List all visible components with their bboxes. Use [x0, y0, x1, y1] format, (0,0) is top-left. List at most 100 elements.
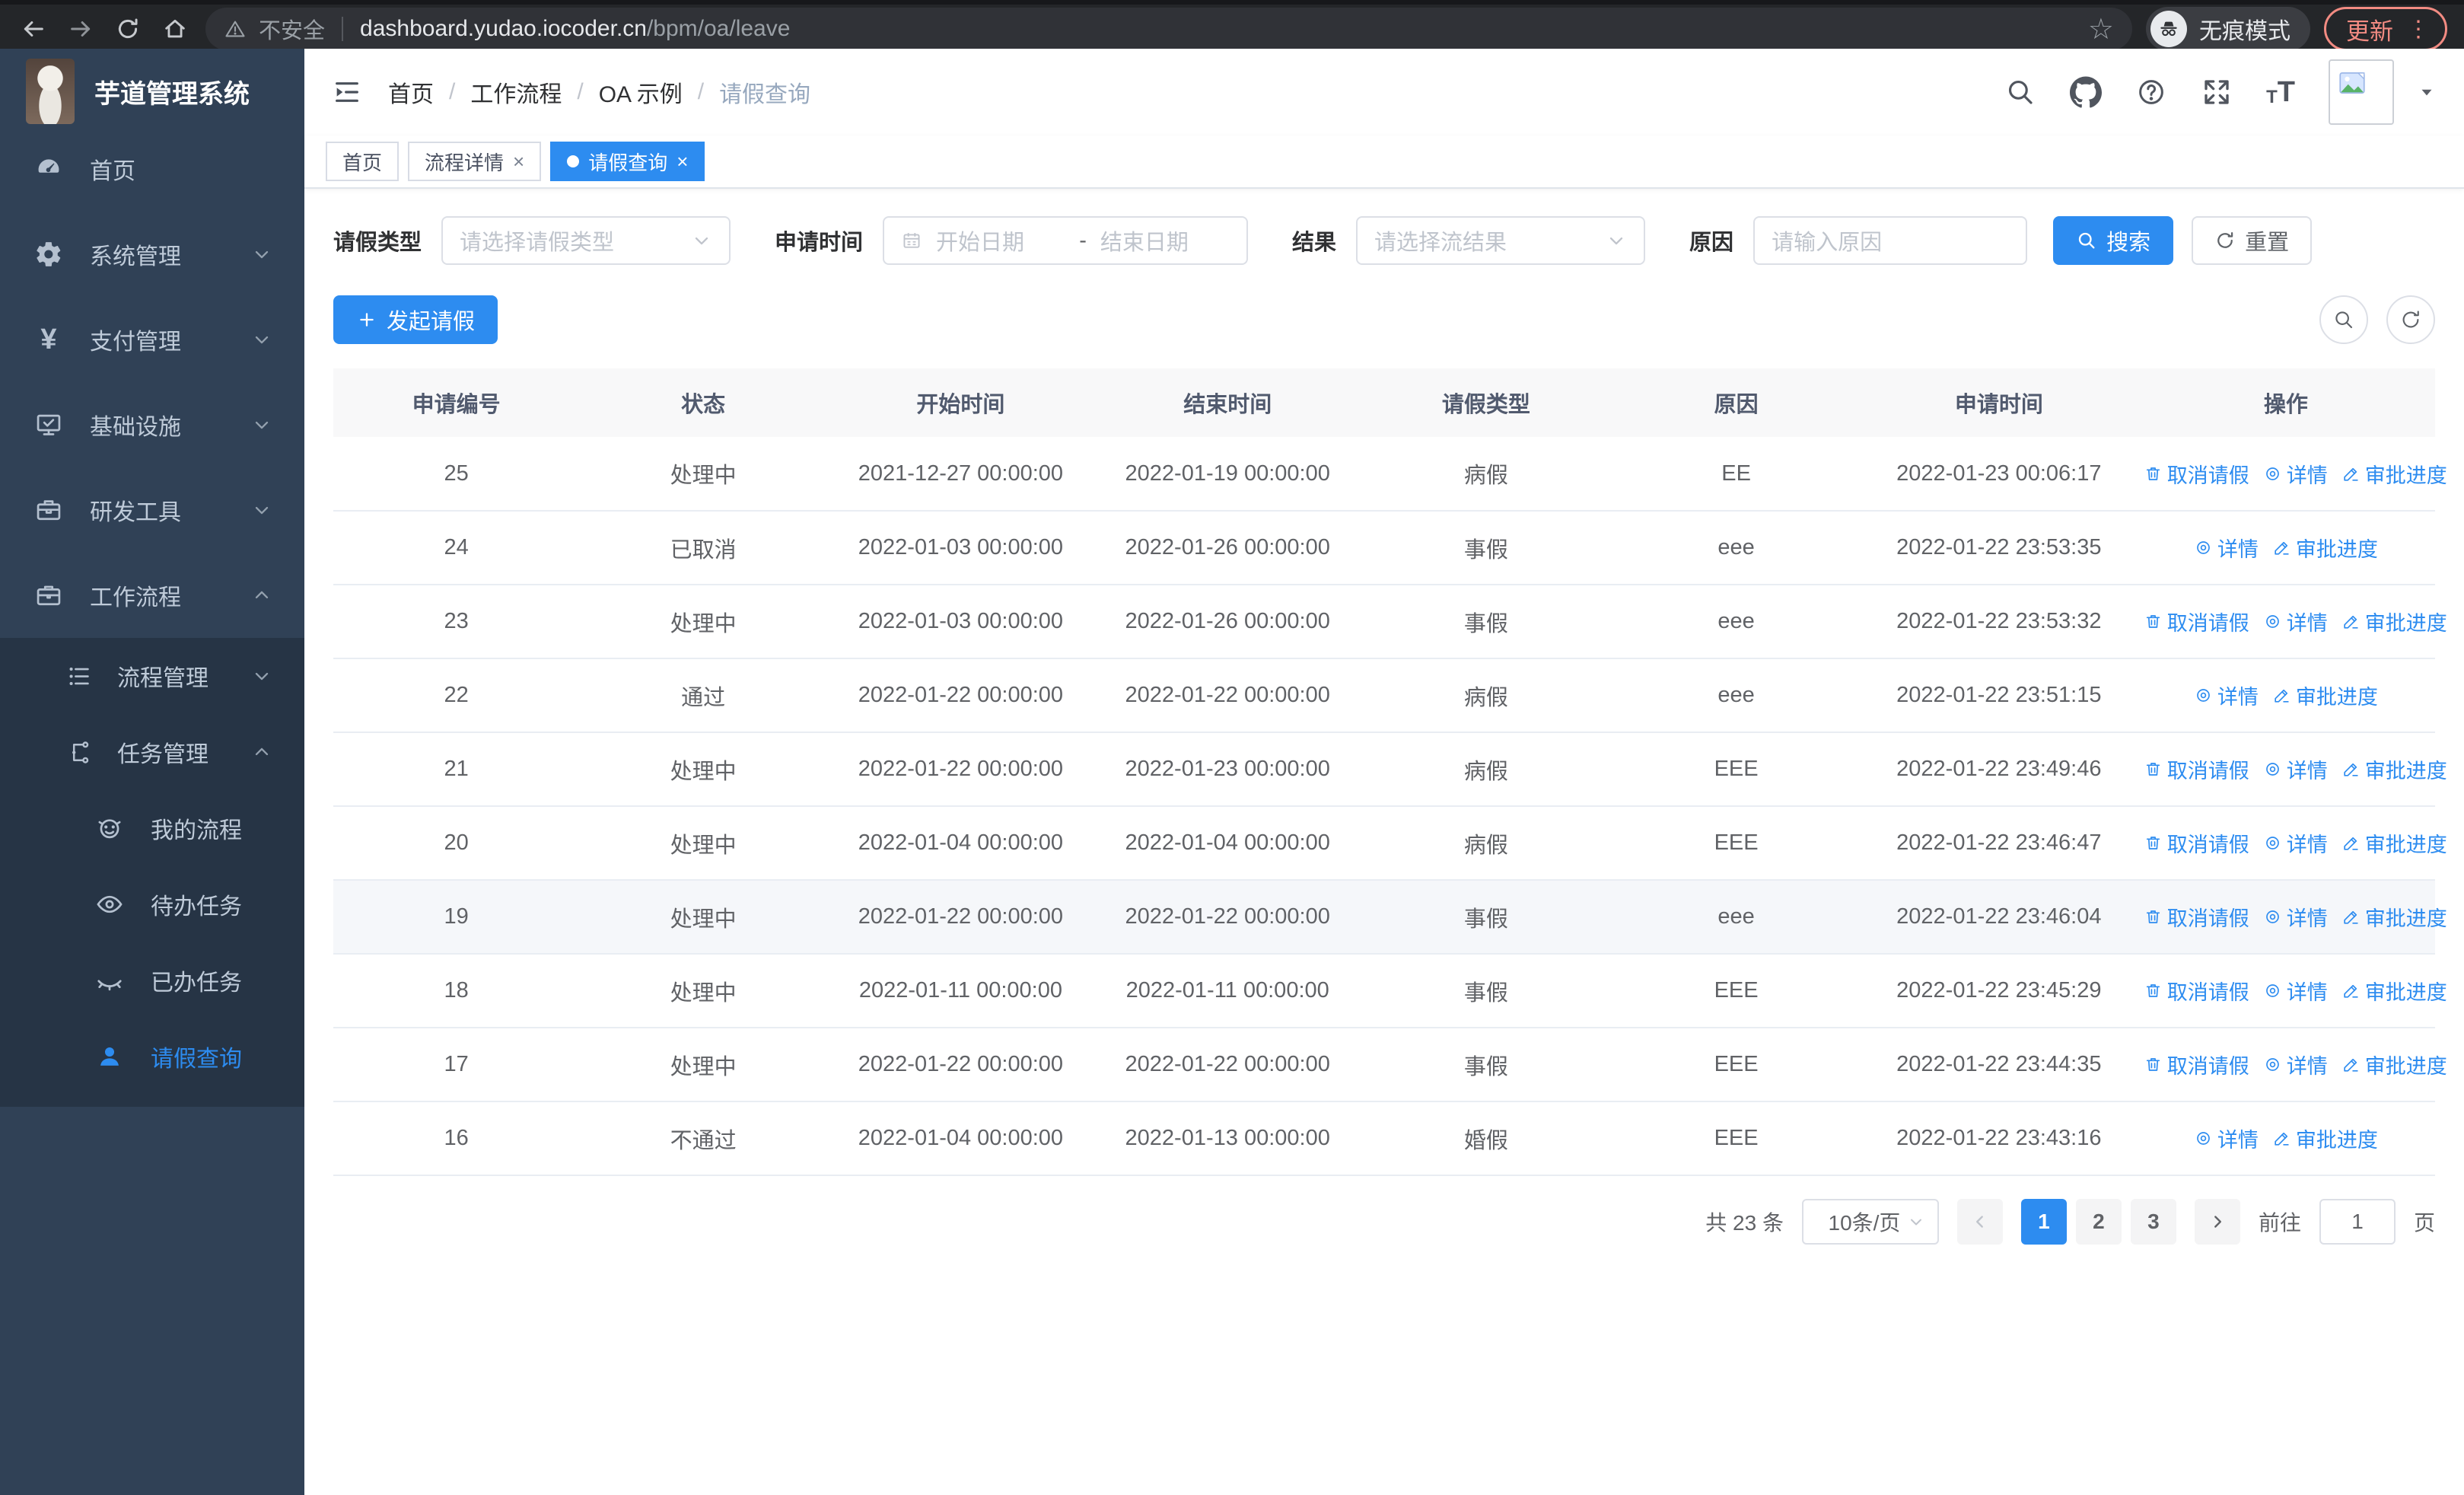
- page-button-1[interactable]: 1: [2020, 1199, 2067, 1245]
- action-detail-link[interactable]: 详情: [2194, 681, 2259, 710]
- forward-icon[interactable]: [64, 12, 97, 46]
- action-detail-link[interactable]: 详情: [2263, 459, 2328, 489]
- home-icon[interactable]: [158, 12, 192, 46]
- collapse-sidebar-icon[interactable]: [332, 77, 362, 107]
- reset-button[interactable]: 重置: [2192, 216, 2313, 265]
- search-icon[interactable]: [2004, 76, 2036, 108]
- action-detail-link[interactable]: 详情: [2263, 828, 2328, 858]
- cell-id: 18: [333, 954, 580, 1028]
- action-progress-link[interactable]: 审批进度: [2341, 976, 2447, 1006]
- action-progress-link[interactable]: 审批进度: [2341, 459, 2447, 489]
- help-icon[interactable]: [2135, 76, 2167, 108]
- close-icon[interactable]: ×: [513, 149, 525, 173]
- action-label: 详情: [2286, 760, 2328, 783]
- address-bar[interactable]: 不安全 dashboard.yudao.iocoder.cn/bpm/oa/le…: [205, 8, 2132, 50]
- next-page-button[interactable]: [2194, 1199, 2240, 1245]
- prev-page-button[interactable]: [1956, 1199, 2003, 1245]
- apply-time-range-picker[interactable]: 开始日期 - 结束日期: [883, 216, 1249, 265]
- sidebar-item-label: 任务管理: [117, 742, 209, 767]
- action-progress-link[interactable]: 审批进度: [2341, 607, 2447, 636]
- refresh-table-button[interactable]: [2386, 295, 2435, 344]
- tab-首页[interactable]: 首页: [326, 142, 400, 181]
- action-progress-link[interactable]: 审批进度: [2341, 1050, 2447, 1079]
- create-leave-button[interactable]: 发起请假: [333, 295, 498, 344]
- sidebar-item-devtools[interactable]: 研发工具: [0, 467, 304, 553]
- reason-input[interactable]: 请输入原因: [1753, 216, 2028, 265]
- sidebar-item-leave-query[interactable]: 请假查询: [0, 1018, 304, 1095]
- search-button[interactable]: 搜索: [2053, 216, 2174, 265]
- sidebar-item-done-tasks[interactable]: 已办任务: [0, 942, 304, 1018]
- action-label: 取消请假: [2166, 834, 2249, 856]
- update-button[interactable]: 更新 ⋮: [2324, 7, 2447, 51]
- action-detail-link[interactable]: 详情: [2263, 607, 2328, 636]
- sidebar-item-task-mgmt[interactable]: 任务管理: [0, 714, 304, 790]
- sidebar-item-todo-tasks[interactable]: 待办任务: [0, 866, 304, 942]
- action-detail-link[interactable]: 详情: [2263, 976, 2328, 1006]
- action-detail-link[interactable]: 详情: [2263, 1050, 2328, 1079]
- sidebar-item-home[interactable]: 首页: [0, 126, 304, 212]
- page-size-select[interactable]: 10条/页: [1801, 1199, 1939, 1245]
- action-label: 详情: [2286, 907, 2328, 930]
- goto-page-input[interactable]: 1: [2319, 1199, 2396, 1245]
- gear-icon: [37, 242, 61, 266]
- reload-icon[interactable]: [111, 12, 145, 46]
- action-progress-link[interactable]: 审批进度: [2272, 681, 2378, 710]
- chevron-icon: [255, 506, 269, 515]
- delete-icon: [2146, 467, 2160, 480]
- fullscreen-icon[interactable]: [2201, 76, 2233, 108]
- action-detail-link[interactable]: 详情: [2194, 533, 2259, 563]
- action-cancel-link[interactable]: 取消请假: [2144, 1050, 2249, 1079]
- face-icon: [93, 814, 126, 843]
- close-icon[interactable]: ×: [676, 149, 689, 173]
- tab-流程详情[interactable]: 流程详情 ×: [408, 142, 542, 181]
- cell-type: 病假: [1361, 806, 1612, 881]
- browser-menu-icon[interactable]: ⋮: [2407, 16, 2430, 42]
- action-cancel-link[interactable]: 取消请假: [2144, 828, 2249, 858]
- action-progress-link[interactable]: 审批进度: [2341, 902, 2447, 932]
- action-cancel-link[interactable]: 取消请假: [2144, 607, 2249, 636]
- action-detail-link[interactable]: 详情: [2263, 902, 2328, 932]
- tab-请假查询[interactable]: 请假查询 ×: [550, 142, 705, 181]
- action-cancel-link[interactable]: 取消请假: [2144, 902, 2249, 932]
- breadcrumb-item[interactable]: OA 示例: [598, 82, 683, 107]
- table-row: 24 已取消 2022-01-03 00:00:00 2022-01-26 00:00…: [333, 511, 2435, 585]
- breadcrumb-item[interactable]: 首页: [388, 82, 434, 107]
- chevron-down-icon: [1609, 237, 1623, 245]
- cell-status: 已取消: [579, 511, 828, 585]
- show-search-button[interactable]: [2319, 295, 2368, 344]
- cell-id: 23: [333, 585, 580, 659]
- sidebar-item-system[interactable]: 系统管理: [0, 212, 304, 297]
- action-detail-link[interactable]: 详情: [2194, 1124, 2259, 1153]
- chevron-down-icon: [251, 244, 272, 265]
- user-icon: [93, 1042, 126, 1071]
- view-icon: [2265, 910, 2279, 923]
- page-button-3[interactable]: 3: [2130, 1199, 2176, 1245]
- sidebar-item-payment[interactable]: ¥ 支付管理: [0, 297, 304, 382]
- action-progress-link[interactable]: 审批进度: [2272, 533, 2378, 563]
- sidebar-item-my-process[interactable]: 我的流程: [0, 790, 304, 866]
- leave-type-select[interactable]: 请选择请假类型: [441, 216, 731, 265]
- action-detail-link[interactable]: 详情: [2263, 754, 2328, 784]
- sidebar-item-workflow[interactable]: 工作流程: [0, 553, 304, 638]
- action-cancel-link[interactable]: 取消请假: [2144, 976, 2249, 1006]
- page-button-2[interactable]: 2: [2075, 1199, 2122, 1245]
- avatar[interactable]: [2329, 59, 2394, 125]
- action-cancel-link[interactable]: 取消请假: [2144, 459, 2249, 489]
- action-cancel-link[interactable]: 取消请假: [2144, 754, 2249, 784]
- chevron-down-icon[interactable]: [2417, 82, 2437, 102]
- bookmark-star-icon[interactable]: ☆: [2087, 13, 2114, 46]
- cell-end: 2022-01-22 00:00:00: [1094, 658, 1361, 733]
- sidebar-item-process-mgmt[interactable]: 流程管理: [0, 638, 304, 714]
- result-select[interactable]: 请选择流结果: [1356, 216, 1646, 265]
- action-progress-link[interactable]: 审批进度: [2341, 828, 2447, 858]
- back-icon[interactable]: [17, 12, 50, 46]
- delete-icon: [2146, 910, 2160, 923]
- cell-actions: 取消请假 详情 审批进度: [2136, 880, 2447, 955]
- github-icon[interactable]: [2070, 76, 2103, 108]
- table-row: 23 处理中 2022-01-03 00:00:00 2022-01-26 00:00…: [333, 585, 2447, 659]
- action-progress-link[interactable]: 审批进度: [2341, 754, 2447, 784]
- sidebar-item-infra[interactable]: 基础设施: [0, 382, 304, 467]
- action-progress-link[interactable]: 审批进度: [2272, 1124, 2378, 1153]
- breadcrumb-item[interactable]: 工作流程: [470, 82, 562, 107]
